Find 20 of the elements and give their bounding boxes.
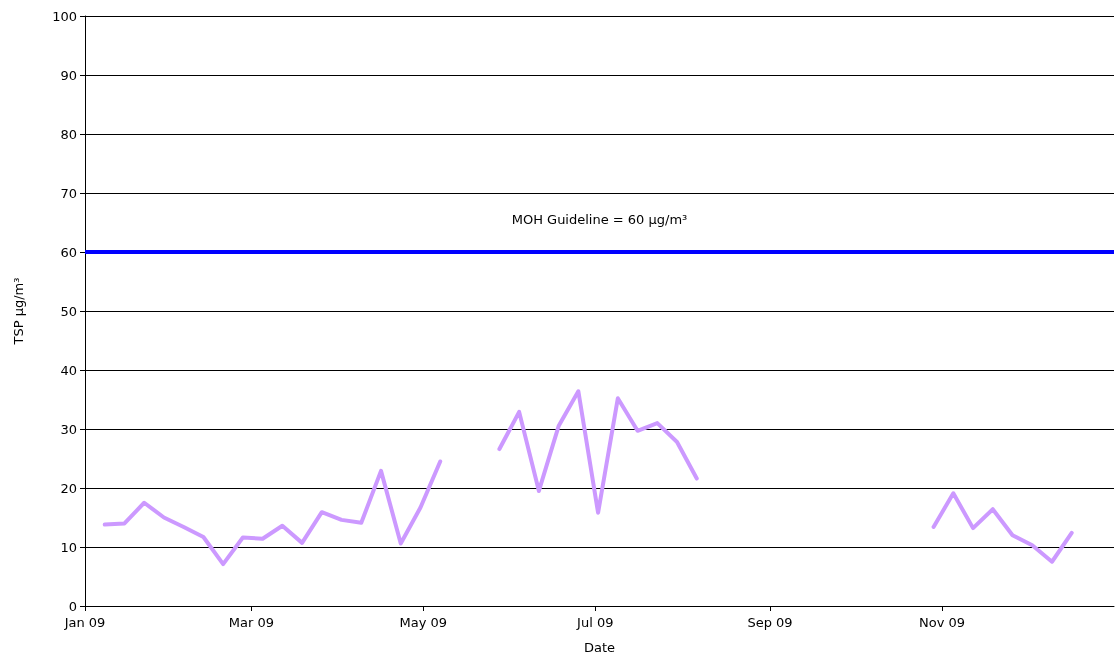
y-tick-label: 0 bbox=[68, 598, 77, 614]
x-tick-label: Jul 09 bbox=[576, 615, 614, 630]
y-tick-label: 30 bbox=[60, 421, 77, 437]
x-tick-label: Nov 09 bbox=[919, 615, 966, 630]
x-tick-label: Sep 09 bbox=[747, 615, 793, 630]
y-tick-label: 10 bbox=[60, 539, 77, 555]
x-tick-label: Jan 09 bbox=[63, 615, 106, 630]
y-tick-label: 40 bbox=[60, 362, 77, 378]
y-tick-label: 90 bbox=[60, 67, 77, 83]
y-tick-label: 100 bbox=[52, 8, 77, 24]
y-tick-label: 50 bbox=[60, 303, 77, 319]
y-tick-label: 80 bbox=[60, 126, 77, 142]
x-tick-label: Mar 09 bbox=[228, 615, 274, 630]
x-axis-title: Date bbox=[583, 640, 616, 655]
y-tick-label: 60 bbox=[60, 244, 77, 260]
ref-line-label: MOH Guideline = 60 µg/m³ bbox=[511, 212, 688, 227]
y-tick-label: 70 bbox=[60, 185, 77, 201]
y-axis-title: TSP µg/m³ bbox=[11, 277, 26, 346]
y-tick-label: 20 bbox=[60, 480, 77, 496]
x-tick-label: May 09 bbox=[399, 615, 448, 630]
